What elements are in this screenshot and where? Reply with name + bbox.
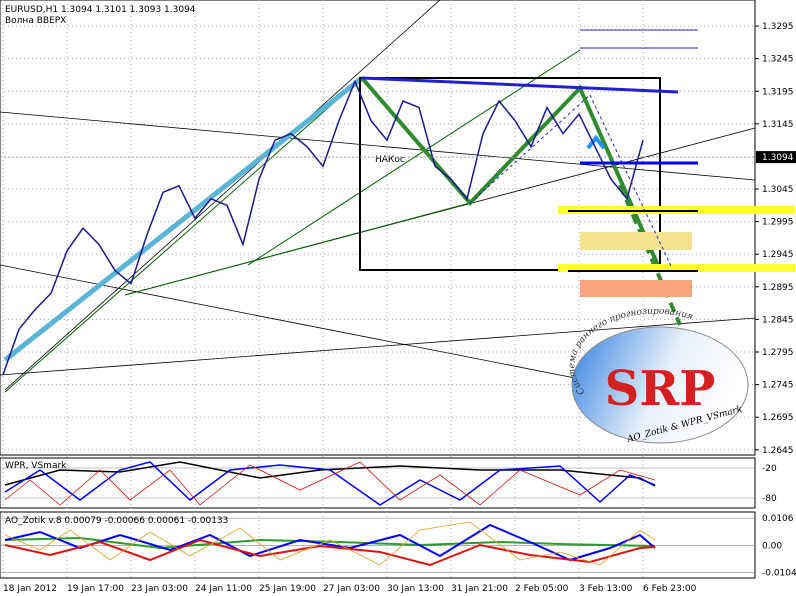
chart-subtitle: Волна ВВЕРХ xyxy=(5,16,66,26)
y-tick-label: 1.3295 xyxy=(762,22,794,32)
y-tick-label: 1.2945 xyxy=(762,250,794,260)
x-tick-label: 3 Feb 13:00 xyxy=(579,584,633,594)
y-tick-label: -20 xyxy=(762,464,777,474)
logo-name: SRP xyxy=(605,361,716,417)
y-tick-label: 1.3145 xyxy=(762,120,794,130)
y-tick-label: -80 xyxy=(762,494,777,504)
y-tick-label: 1.2695 xyxy=(762,413,794,423)
y-tick-label: 1.2745 xyxy=(762,381,794,391)
y-tick-label: 0.0106 xyxy=(762,514,794,524)
x-tick-label: 30 Jan 13:00 xyxy=(387,584,444,594)
y-tick-label: 1.2895 xyxy=(762,283,794,293)
y-tick-label: 0.00 xyxy=(762,542,782,552)
indicator-label: WPR, VSmark xyxy=(5,461,67,471)
chart-title: EURUSD,H1 1.3094 1.3101 1.3093 1.3094 xyxy=(5,5,196,15)
x-tick-label: 27 Jan 03:00 xyxy=(323,584,380,594)
y-tick-label: 1.2795 xyxy=(762,348,794,358)
drawings xyxy=(0,0,795,393)
last-price-box xyxy=(756,151,796,164)
y-tick-label: 1.3195 xyxy=(762,87,794,97)
y-tick-label: 1.2995 xyxy=(762,218,794,228)
y-tick-label: 1.2645 xyxy=(762,446,794,456)
x-tick-label: 19 Jan 17:00 xyxy=(67,584,124,594)
y-tick-label: -0.0104 xyxy=(762,569,796,579)
indicator-lines xyxy=(4,461,656,567)
indicator-label: AO_Zotik v.8 0.00079 -0.00066 0.00061 -0… xyxy=(5,516,228,526)
y-tick-label: 1.3045 xyxy=(762,185,794,195)
last-price-label: 1.3094 xyxy=(762,153,794,163)
annotation: НАКос xyxy=(375,155,405,165)
y-tick-label: 1.2845 xyxy=(762,315,794,325)
x-tick-label: 18 Jan 2012 xyxy=(3,584,57,594)
x-tick-label: 25 Jan 19:00 xyxy=(259,584,316,594)
x-tick-label: 24 Jan 11:00 xyxy=(195,584,252,594)
wpr-pane xyxy=(0,457,756,509)
x-tick-label: 31 Jan 21:00 xyxy=(451,584,508,594)
price-line xyxy=(2,79,644,376)
x-tick-label: 6 Feb 23:00 xyxy=(643,584,697,594)
x-tick-label: 23 Jan 03:00 xyxy=(131,584,188,594)
y-tick-label: 1.3245 xyxy=(762,55,794,65)
x-tick-label: 2 Feb 05:00 xyxy=(515,584,569,594)
